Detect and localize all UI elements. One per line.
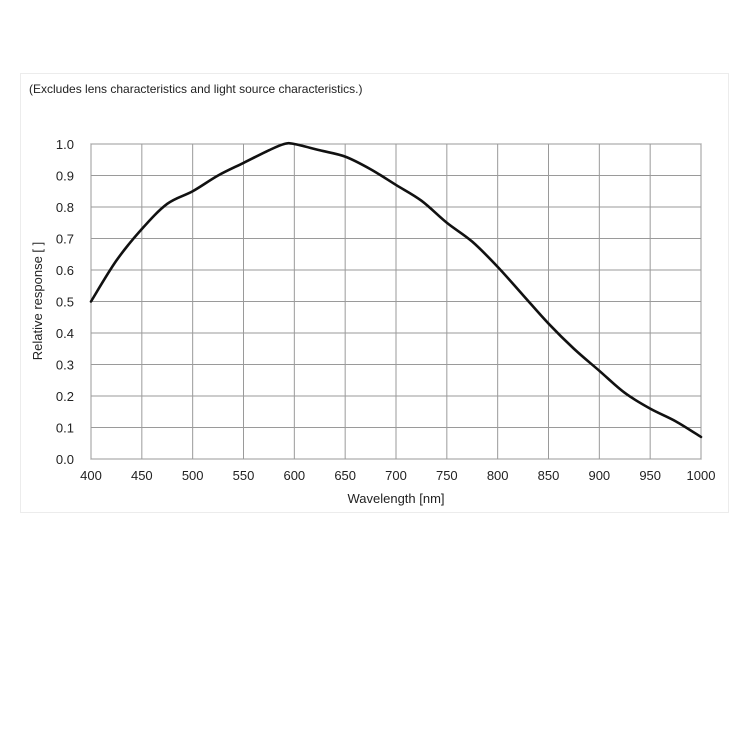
y-tick-label-0.2: 0.2 <box>56 389 74 404</box>
x-tick-label-750: 750 <box>436 468 458 483</box>
x-tick-label-650: 650 <box>334 468 356 483</box>
series-lines <box>89 141 703 439</box>
axis-tick-labels: 400 450 500 550 600 650 700 750 800 850 900 950 1000… <box>56 137 716 483</box>
y-tick-label-0.0: 0.0 <box>56 452 74 467</box>
y-tick-label-0.1: 0.1 <box>56 421 74 436</box>
y-tick-label-0.9: 0.9 <box>56 169 74 184</box>
x-tick-label-800: 800 <box>487 468 509 483</box>
y-tick-label-1.0: 1.0 <box>56 137 74 152</box>
chart-figure: (Excludes lens characteristics and light… <box>20 73 729 513</box>
y-tick-label-0.7: 0.7 <box>56 232 74 247</box>
x-tick-label-500: 500 <box>182 468 204 483</box>
x-tick-label-950: 950 <box>639 468 661 483</box>
y-axis-title: Relative response [ ] <box>30 242 45 361</box>
y-tick-label-0.4: 0.4 <box>56 326 74 341</box>
x-tick-label-1000: 1000 <box>687 468 716 483</box>
y-tick-label-0.5: 0.5 <box>56 295 74 310</box>
x-tick-label-700: 700 <box>385 468 407 483</box>
grid-lines <box>90 143 702 460</box>
x-tick-label-900: 900 <box>588 468 610 483</box>
series-line-relative-response <box>89 141 703 439</box>
chart-note: (Excludes lens characteristics and light… <box>29 82 363 96</box>
y-tick-label-0.8: 0.8 <box>56 200 74 215</box>
x-tick-label-600: 600 <box>283 468 305 483</box>
y-tick-label-0.6: 0.6 <box>56 263 74 278</box>
x-tick-label-850: 850 <box>538 468 560 483</box>
x-tick-label-550: 550 <box>233 468 255 483</box>
x-axis-title: Wavelength [nm] <box>347 491 444 506</box>
y-tick-label-0.3: 0.3 <box>56 358 74 373</box>
x-tick-label-450: 450 <box>131 468 153 483</box>
x-tick-label-400: 400 <box>80 468 102 483</box>
spectral-response-chart: 400 450 500 550 600 650 700 750 800 850 900 950 1000… <box>30 137 716 506</box>
